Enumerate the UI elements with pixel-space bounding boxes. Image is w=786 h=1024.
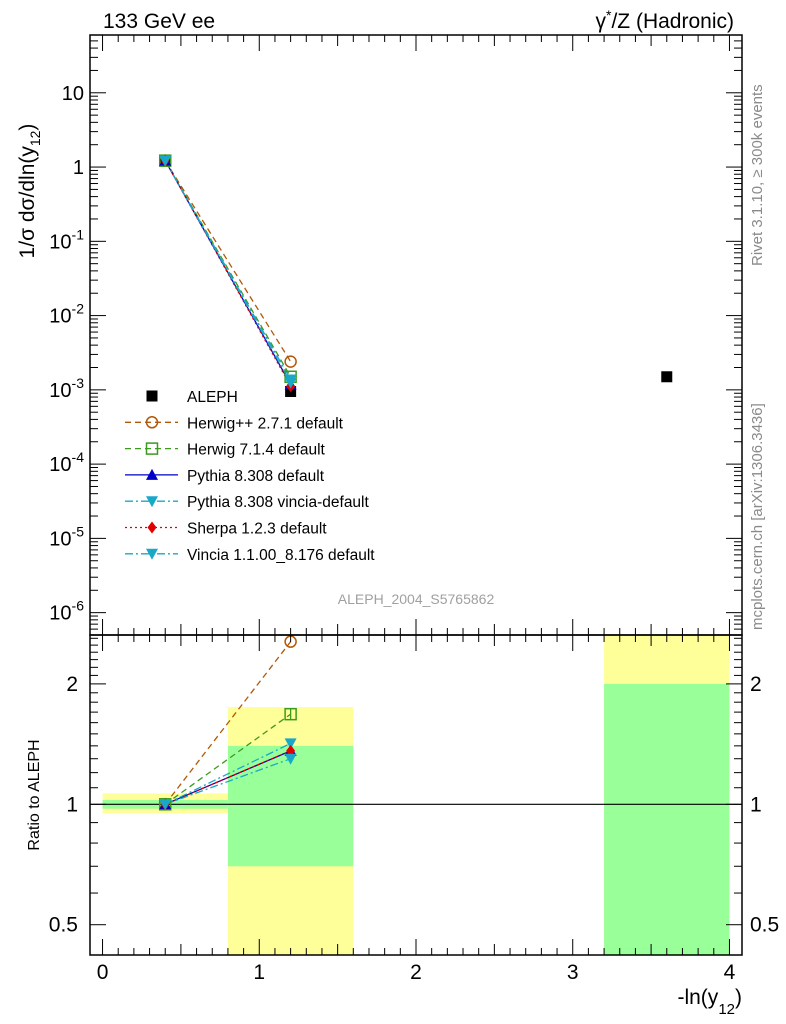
main-y-tick-label: 10-2 <box>49 301 84 328</box>
ratio-y-tick-label: 2 <box>66 673 78 696</box>
legend-label: Sherpa 1.2.3 default <box>187 521 327 538</box>
main-y-tick-exponent: -5 <box>72 523 85 539</box>
x-axis-label-sub: 12 <box>718 1001 735 1018</box>
legend-marker <box>146 390 158 402</box>
header-right-gamma: γ <box>596 10 607 33</box>
main-y-axis-label: 1/σ dσ/dln(y12) <box>16 124 43 259</box>
legend-label: Vincia 1.1.00_8.176 default <box>187 547 375 564</box>
rivet-label: Rivet 3.1.10, ≥ 300k events <box>749 84 766 266</box>
ratio-band-inner <box>227 745 354 867</box>
x-tick-label: 1 <box>253 961 265 984</box>
x-tick-label: 2 <box>410 961 422 984</box>
legend: ALEPH Herwig++ 2.7.1 default Herwig 7.1.4 … <box>125 389 375 564</box>
main-y-tick-label: 10 <box>62 83 84 105</box>
legend-marker <box>146 548 158 560</box>
legend-label: ALEPH <box>187 389 238 406</box>
x-tick-label: 3 <box>567 961 579 984</box>
main-y-tick-mantissa: 10 <box>49 603 71 625</box>
header-right: γ*/Z (Hadronic) <box>596 7 734 33</box>
main-series-lines <box>164 160 292 387</box>
ratio-series-line <box>164 742 291 805</box>
ratio-y-tick-label-right: 2 <box>750 673 762 696</box>
header-left: 133 GeV ee <box>103 10 215 33</box>
x-axis-label-close: ) <box>735 986 742 1009</box>
main-y-tick-exponent: -1 <box>72 226 85 242</box>
main-data-point <box>284 355 297 368</box>
main-data-point <box>159 155 172 167</box>
mcplots-label: mcplots.cern.ch [arXiv:1306.3436] <box>749 403 766 630</box>
main-series-line <box>164 160 292 380</box>
main-data-point <box>284 377 297 389</box>
ratio-y-tick-label: 1 <box>66 793 78 816</box>
main-y-tick-mantissa: 10 <box>49 528 71 550</box>
main-series-markers <box>158 154 673 398</box>
ratio-series-lines <box>90 641 742 805</box>
ratio-bands <box>102 635 730 955</box>
legend-marker <box>146 496 158 508</box>
analysis-id: ALEPH_2004_S5765862 <box>338 591 495 607</box>
legend-label: Herwig 7.1.4 default <box>187 442 326 459</box>
main-y-tick-mantissa: 10 <box>49 380 71 402</box>
legend-marker <box>146 468 158 480</box>
x-tick-label: 0 <box>97 961 109 984</box>
main-series-line <box>164 160 292 383</box>
ratio-y-tick-label-right: 1 <box>750 793 762 816</box>
ratio-data-point <box>284 707 297 721</box>
main-y-tick-mantissa: 10 <box>62 83 84 105</box>
main-y-tick-exponent: -4 <box>72 449 85 465</box>
legend-marker <box>145 416 159 429</box>
x-axis-label-text: -ln(y <box>677 986 718 1009</box>
main-data-point <box>661 371 673 383</box>
main-y-tick-exponent: -3 <box>72 375 85 391</box>
legend-label: Herwig++ 2.7.1 default <box>187 415 344 432</box>
main-frame <box>89 34 743 636</box>
x-axis-label: -ln(y12) <box>677 986 742 1018</box>
main-y-axis-label-close: ) <box>16 124 39 131</box>
legend-label: Pythia 8.308 default <box>187 468 325 485</box>
main-y-axis-label-text: 1/σ dσ/dln(y <box>16 146 39 259</box>
main-y-tick-label: 10-3 <box>49 375 84 402</box>
legend-marker <box>145 442 159 455</box>
ratio-y-tick-label: 0.5 <box>49 914 78 937</box>
ratio-data-point <box>159 799 172 811</box>
main-y-tick-label: 10-1 <box>49 226 84 253</box>
ratio-data-point <box>284 753 297 765</box>
main-y-tick-label: 1 <box>73 157 84 179</box>
ratio-series-line <box>165 758 291 805</box>
ratio-data-point <box>284 738 297 750</box>
ratio-y-axis-label: Ratio to ALEPH <box>26 739 43 850</box>
main-y-tick-mantissa: 10 <box>49 306 71 328</box>
legend-label: Pythia 8.308 vincia-default <box>187 494 370 511</box>
ratio-series-markers <box>158 635 297 811</box>
main-y-tick-exponent: -6 <box>72 598 85 614</box>
main-y-tick-exponent: -2 <box>72 301 85 317</box>
header-right-rest: /Z (Hadronic) <box>611 10 734 33</box>
main-y-tick-mantissa: 1 <box>73 157 84 179</box>
x-tick-label: 4 <box>724 961 736 984</box>
ratio-series-line <box>164 641 292 805</box>
axis-ticks <box>90 34 742 955</box>
main-series-line <box>164 160 292 387</box>
legend-marker <box>147 521 157 534</box>
ratio-series-line <box>164 713 291 805</box>
main-y-tick-label: 10-5 <box>49 523 84 550</box>
main-y-axis-label-sub: 12 <box>27 130 43 146</box>
main-y-tick-label: 10-6 <box>49 598 84 625</box>
header-right-star: * <box>606 7 612 23</box>
ratio-series-line <box>164 750 291 805</box>
main-y-tick-label: 10-4 <box>49 449 84 476</box>
ratio-y-tick-label-right: 0.5 <box>750 914 779 937</box>
main-y-tick-mantissa: 10 <box>49 454 71 476</box>
ratio-band-inner <box>604 683 730 955</box>
main-y-tick-mantissa: 10 <box>49 231 71 253</box>
main-series-line <box>164 160 292 362</box>
